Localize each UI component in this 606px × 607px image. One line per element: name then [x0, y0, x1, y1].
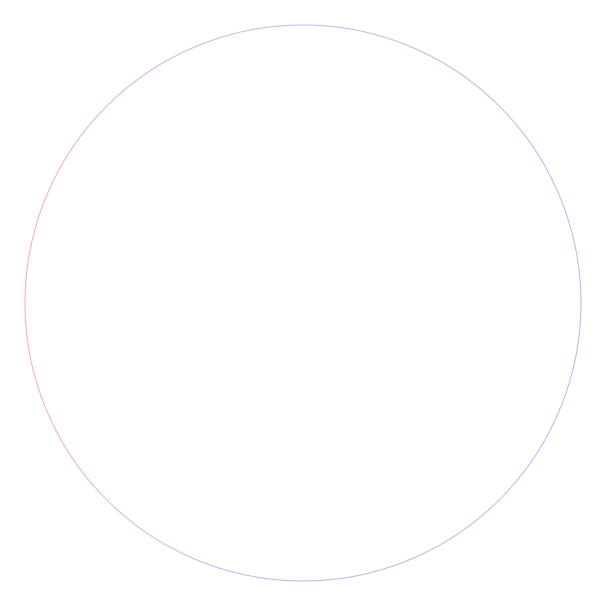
circle-outline	[24, 24, 582, 582]
